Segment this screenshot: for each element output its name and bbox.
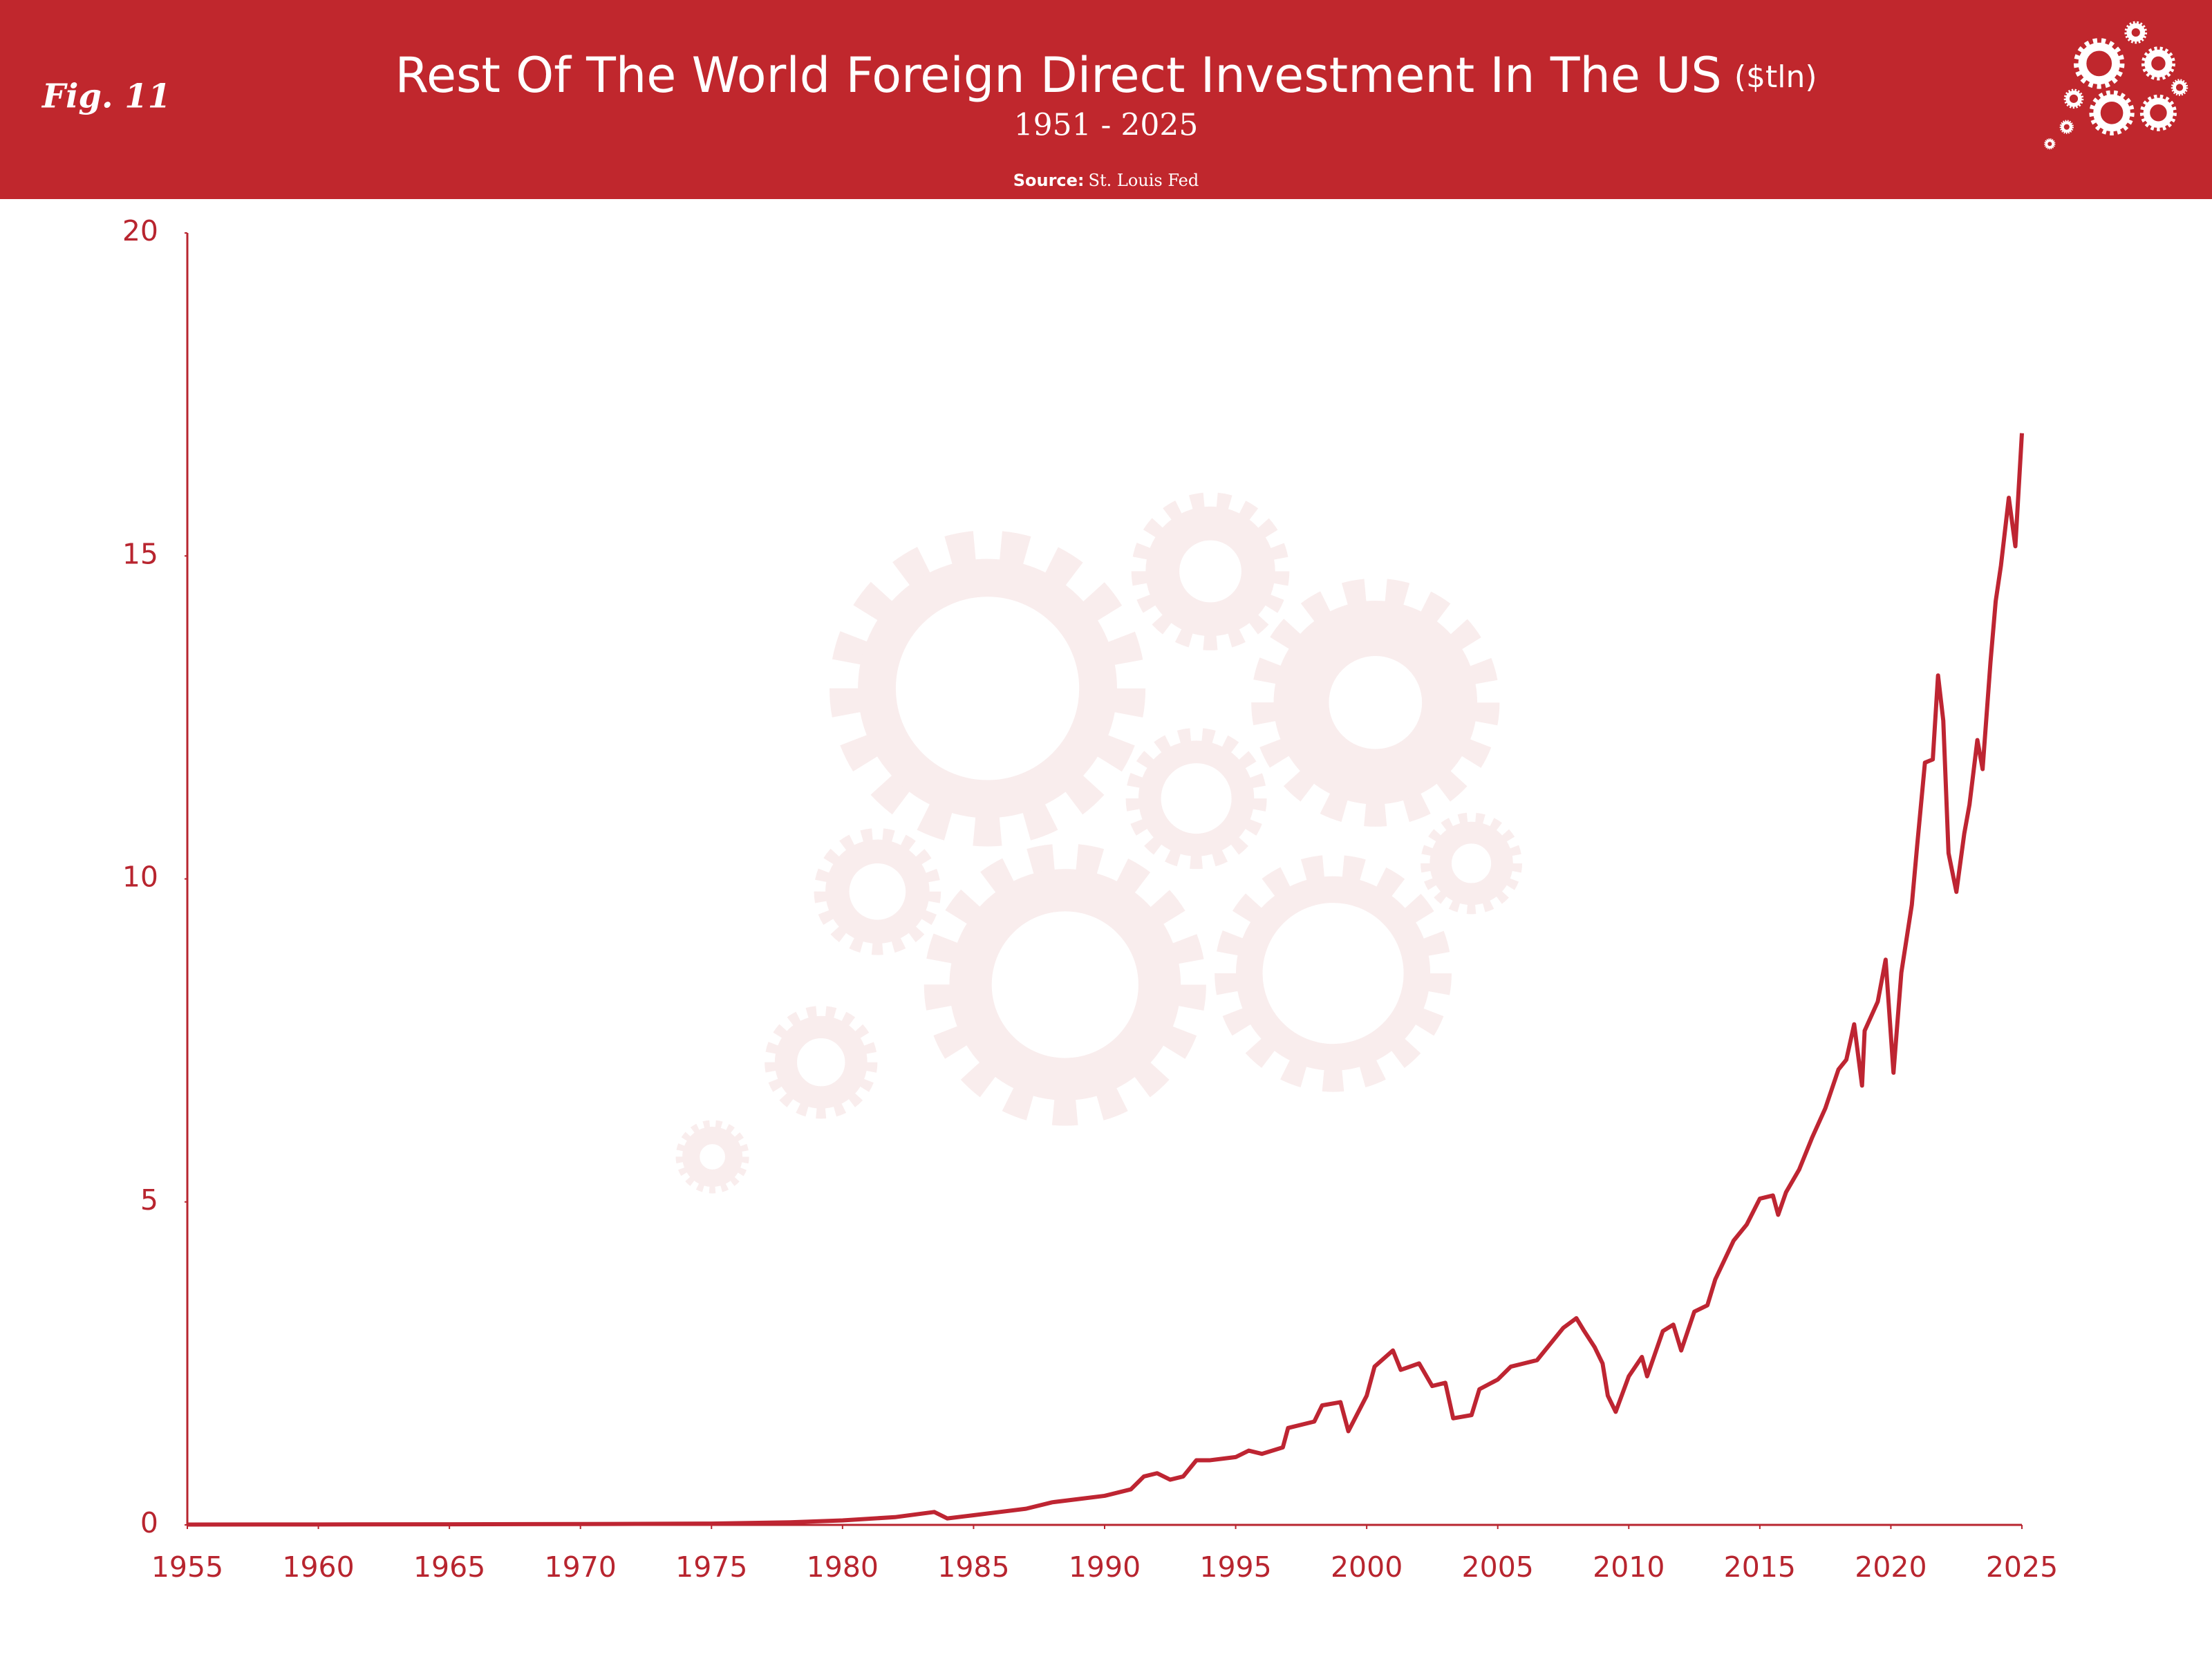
data-line [187, 433, 2024, 1527]
source-label: Source: [1013, 171, 1085, 190]
source-line: Source: St. Louis Fed [1013, 171, 1199, 191]
gear-body [825, 839, 930, 944]
gear-body [2144, 49, 2173, 77]
gear-teeth [2141, 46, 2175, 81]
gear-body [2065, 91, 2082, 107]
gear-teeth [675, 1120, 749, 1194]
gear-teeth [2073, 38, 2125, 89]
gear-body [774, 1015, 868, 1109]
gear-body [2172, 80, 2187, 95]
y-tick-label: 5 [140, 1183, 158, 1217]
gear-body [2061, 121, 2073, 133]
gear-body [2126, 23, 2146, 42]
y-tick-label: 10 [122, 861, 158, 894]
subtitle: 1951 - 2025 [1014, 108, 1199, 143]
gear-body [1145, 506, 1275, 637]
x-tick-label: 1955 [151, 1550, 223, 1584]
gear-teeth [2044, 138, 2056, 150]
title-text: Rest Of The World Foreign Direct Investm… [395, 47, 1721, 104]
gear-body [682, 1126, 743, 1187]
y-tick-label: 0 [140, 1506, 158, 1539]
x-tick-label: 2000 [1331, 1550, 1403, 1584]
x-tick-label: 2015 [1724, 1550, 1796, 1584]
gear-teeth [1251, 578, 1500, 827]
y-tick-label: 20 [122, 214, 158, 247]
gear-body [1138, 740, 1255, 856]
gear-body [2093, 94, 2130, 132]
gear-teeth [2124, 21, 2148, 44]
gear-teeth [924, 843, 1206, 1126]
gear-body [2045, 139, 2054, 149]
gear-teeth [1125, 728, 1267, 870]
gear-teeth [2171, 79, 2188, 96]
gear-body [1235, 876, 1431, 1071]
x-tick-label: 1970 [545, 1550, 617, 1584]
gear-body [1430, 821, 1513, 906]
gear-body [2078, 42, 2120, 84]
gear-teeth [2063, 88, 2084, 109]
x-tick-label: 1960 [282, 1550, 354, 1584]
source-text: St. Louis Fed [1089, 171, 1199, 190]
gear-teeth [765, 1006, 878, 1119]
x-tick-label: 2025 [1986, 1550, 2058, 1584]
gear-teeth [2139, 94, 2177, 131]
plot-area: 0 5 10 15 20 1955 1960 1965 1970 1975 1980 1985 1990… [122, 214, 2058, 1584]
x-tick-label: 1995 [1199, 1550, 1271, 1584]
x-tick-label: 1985 [937, 1550, 1009, 1584]
x-tick-label: 1975 [675, 1550, 747, 1584]
gear-teeth [1131, 492, 1290, 650]
gear-teeth [814, 827, 941, 955]
chart-title: Rest Of The World Foreign Direct Investm… [395, 47, 1817, 104]
x-tick-label: 1980 [807, 1550, 879, 1584]
title-units: ($tln) [1734, 59, 1817, 95]
gear-teeth [1215, 854, 1452, 1092]
gear-body [949, 869, 1181, 1100]
gear-teeth [829, 530, 1146, 847]
x-tick-label: 2020 [1855, 1550, 1927, 1584]
header-band [0, 0, 2212, 199]
gear-teeth [1421, 812, 1523, 915]
gear-body [858, 559, 1117, 818]
y-tick-label: 15 [122, 537, 158, 570]
x-tick-label: 1965 [413, 1550, 485, 1584]
background-gears [675, 492, 1523, 1194]
gear-teeth [2089, 90, 2135, 135]
gear-teeth [2059, 120, 2074, 134]
x-tick-label: 2010 [1593, 1550, 1665, 1584]
x-tick-label: 1990 [1069, 1550, 1141, 1584]
gear-body [2143, 97, 2174, 129]
gear-body [1273, 601, 1478, 805]
header-gears [2044, 21, 2188, 150]
figure-label: Fig. 11 [41, 77, 171, 116]
x-tick-label: 2005 [1462, 1550, 1534, 1584]
